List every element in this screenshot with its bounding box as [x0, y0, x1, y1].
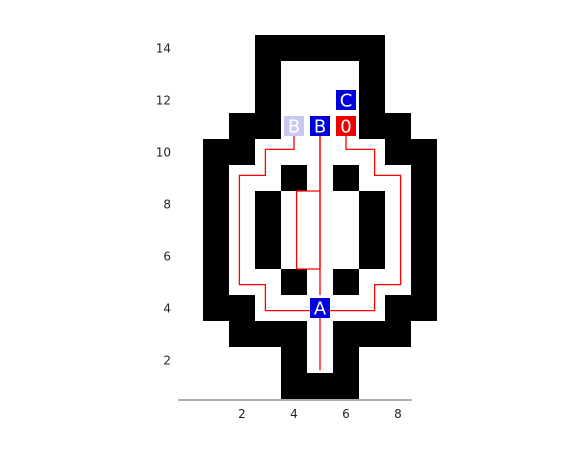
token-b: B: [310, 116, 330, 138]
token-label: B: [288, 117, 300, 138]
maze-tokens: CB B 0A: [284, 90, 356, 320]
wall-cell: [411, 139, 437, 165]
y-tick-label: 8: [163, 198, 171, 212]
wall-cell: [307, 35, 333, 61]
token-c: C: [336, 90, 356, 112]
wall-cell: [203, 165, 229, 191]
wall-cell: [203, 295, 229, 321]
wall-cell: [411, 165, 437, 191]
x-tick-label: 8: [394, 407, 402, 421]
wall-cell: [359, 87, 385, 113]
wall-cell: [203, 217, 229, 243]
wall-cell: [281, 269, 307, 295]
wall-cell: [411, 191, 437, 217]
wall-cell: [229, 321, 255, 347]
token-label: A: [314, 299, 327, 320]
y-tick-labels: 2 4 6 8 10 12 14: [156, 42, 171, 368]
wall-cell: [255, 87, 281, 113]
wall-cell: [359, 243, 385, 269]
maze-walls: [203, 35, 437, 399]
wall-cell: [333, 373, 359, 399]
token-box: [336, 90, 356, 110]
token-label: C: [340, 91, 353, 112]
y-tick-label: 10: [156, 146, 171, 160]
wall-cell: [281, 165, 307, 191]
token-a: A: [310, 298, 330, 320]
wall-cell: [281, 321, 307, 347]
wall-cell: [307, 373, 333, 399]
y-tick-label: 4: [163, 302, 171, 316]
wall-cell: [333, 347, 359, 373]
wall-cell: [203, 243, 229, 269]
token-label: 0: [340, 117, 351, 138]
wall-cell: [255, 243, 281, 269]
y-tick-label: 2: [163, 354, 171, 368]
token-box: [336, 116, 356, 136]
token-label: B: [314, 117, 326, 138]
wall-cell: [229, 139, 255, 165]
wall-cell: [229, 295, 255, 321]
wall-cell: [255, 61, 281, 87]
wall-cell: [333, 269, 359, 295]
wall-cell: [385, 295, 411, 321]
wall-cell: [255, 191, 281, 217]
wall-cell: [359, 191, 385, 217]
wall-cell: [255, 35, 281, 61]
wall-cell: [281, 347, 307, 373]
wall-cell: [255, 113, 281, 139]
wall-cell: [385, 321, 411, 347]
x-tick-label: 6: [342, 407, 350, 421]
wall-cell: [333, 35, 359, 61]
x-tick-label: 4: [290, 407, 298, 421]
wall-cell: [385, 139, 411, 165]
wall-cell: [203, 139, 229, 165]
wall-cell: [359, 217, 385, 243]
wall-cell: [411, 217, 437, 243]
wall-cell: [203, 269, 229, 295]
wall-cell: [229, 113, 255, 139]
y-tick-label: 12: [156, 94, 171, 108]
wall-cell: [359, 321, 385, 347]
wall-cell: [281, 35, 307, 61]
x-tick-label: 2: [238, 407, 246, 421]
wall-cell: [411, 243, 437, 269]
wall-cell: [333, 165, 359, 191]
token-box: [310, 298, 330, 318]
wall-cell: [411, 269, 437, 295]
route-path: [295, 126, 321, 270]
wall-cell: [385, 113, 411, 139]
wall-cell: [203, 191, 229, 217]
token-box: [310, 116, 330, 136]
x-tick-labels: 2 4 6 8: [238, 407, 402, 421]
wall-cell: [359, 35, 385, 61]
y-tick-label: 14: [156, 42, 171, 56]
token-box: [284, 116, 304, 136]
wall-cell: [281, 373, 307, 399]
token-0: 0: [336, 116, 356, 138]
wall-cell: [359, 113, 385, 139]
wall-cell: [255, 321, 281, 347]
wall-cell: [255, 217, 281, 243]
wall-cell: [359, 61, 385, 87]
token-b: B: [284, 116, 304, 138]
wall-cell: [411, 295, 437, 321]
y-tick-label: 6: [163, 250, 171, 264]
wall-cell: [333, 321, 359, 347]
